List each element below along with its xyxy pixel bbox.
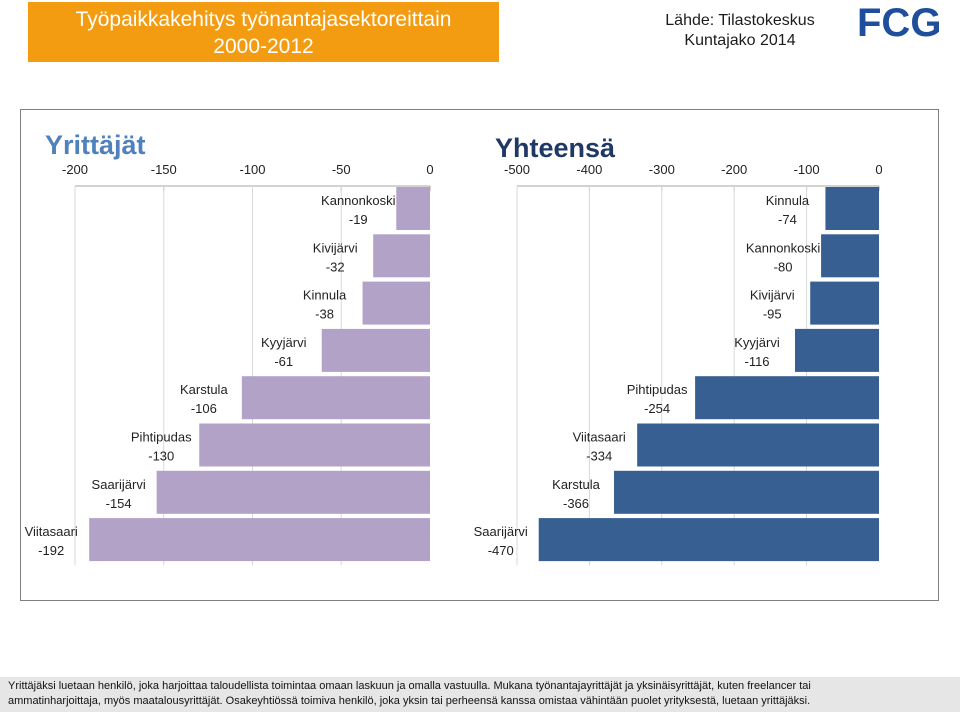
yrittajat-value-label: -130 [148, 449, 174, 464]
yrittajat-value-label: -106 [191, 401, 217, 416]
yrittajat-chart-title: Yrittäjät [45, 130, 146, 160]
yrittajat-category-label: Kannonkoski [321, 193, 396, 208]
yrittajat-value-label: -154 [106, 496, 132, 511]
footnote-line2: ammatinharjoittaja, myös maatalousyrittä… [8, 695, 811, 707]
main-title-line2: 2000-2012 [213, 35, 314, 58]
yrittajat-tick-label: -50 [332, 162, 351, 177]
chart-panel [20, 109, 939, 601]
yhteensa-value-label: -470 [488, 543, 514, 558]
yhteensa-bar [825, 187, 879, 230]
source-line2: Kuntajako 2014 [684, 32, 796, 49]
source-line1: Lähde: Tilastokeskus [665, 12, 815, 29]
yhteensa-category-label: Viitasaari [573, 430, 626, 445]
yrittajat-category-label: Kinnula [303, 288, 347, 303]
title-box: Työpaikkakehitys työnantajasektoreittain… [28, 2, 499, 62]
yhteensa-category-label: Karstula [552, 477, 600, 492]
yrittajat-tick-label: -150 [151, 162, 177, 177]
yrittajat-value-label: -192 [38, 543, 64, 558]
yhteensa-value-label: -334 [586, 449, 612, 464]
yrittajat-category-label: Viitasaari [25, 524, 78, 539]
yhteensa-bar [637, 423, 879, 467]
yrittajat-bar [199, 423, 430, 467]
yrittajat-bar [241, 376, 430, 420]
yhteensa-value-label: -116 [744, 354, 769, 369]
yrittajat-bar [362, 281, 430, 325]
yhteensa-tick-label: -500 [504, 162, 530, 177]
footnote-line1: Yrittäjäksi luetaan henkilö, joka harjoi… [8, 680, 811, 692]
yrittajat-value-label: -32 [326, 259, 345, 274]
yrittajat-category-label: Kivijärvi [313, 240, 358, 255]
main-title-line1: Työpaikkakehitys työnantajasektoreittain [75, 8, 452, 31]
yhteensa-value-label: -254 [644, 401, 670, 416]
yhteensa-category-label: Kannonkoski [746, 240, 821, 255]
yrittajat-value-label: -38 [315, 307, 334, 322]
yrittajat-tick-label: 0 [426, 162, 433, 177]
yhteensa-value-label: -74 [778, 212, 797, 227]
yrittajat-tick-label: -100 [239, 162, 265, 177]
yrittajat-bar [156, 470, 430, 514]
yhteensa-value-label: -80 [774, 259, 793, 274]
yhteensa-tick-label: -100 [794, 162, 820, 177]
yhteensa-value-label: -366 [563, 496, 589, 511]
yhteensa-category-label: Kyyjärvi [734, 335, 780, 350]
yhteensa-bar [614, 470, 879, 514]
fcg-logo: FCG [857, 2, 941, 42]
yhteensa-category-label: Kivijärvi [750, 288, 795, 303]
yhteensa-bar [810, 281, 879, 325]
yrittajat-category-label: Karstula [180, 382, 228, 397]
yrittajat-bar [396, 187, 430, 230]
footnote: Yrittäjäksi luetaan henkilö, joka harjoi… [0, 677, 960, 712]
yrittajat-tick-label: -200 [62, 162, 88, 177]
yhteensa-bar [538, 518, 879, 562]
yhteensa-category-label: Pihtipudas [627, 382, 688, 397]
yrittajat-category-label: Pihtipudas [131, 430, 192, 445]
yhteensa-bar [795, 328, 879, 372]
yhteensa-chart-title: Yhteensä [495, 133, 616, 163]
yhteensa-tick-label: 0 [875, 162, 882, 177]
yhteensa-bar [821, 234, 879, 278]
yhteensa-tick-label: -300 [649, 162, 675, 177]
yrittajat-category-label: Kyyjärvi [261, 335, 307, 350]
source-info: Lähde: Tilastokeskus Kuntajako 2014 [640, 11, 840, 51]
yhteensa-category-label: Saarijärvi [474, 524, 528, 539]
yrittajat-value-label: -19 [349, 212, 368, 227]
yrittajat-bar [373, 234, 430, 278]
yhteensa-bar [695, 376, 879, 420]
yrittajat-value-label: -61 [274, 354, 293, 369]
yhteensa-value-label: -95 [763, 307, 782, 322]
yhteensa-tick-label: -200 [721, 162, 747, 177]
yhteensa-category-label: Kinnula [766, 193, 810, 208]
logo-text: FCG [857, 2, 941, 42]
yrittajat-bar [89, 518, 430, 562]
yrittajat-category-label: Saarijärvi [92, 477, 146, 492]
yhteensa-tick-label: -400 [576, 162, 602, 177]
yrittajat-bar [321, 328, 430, 372]
